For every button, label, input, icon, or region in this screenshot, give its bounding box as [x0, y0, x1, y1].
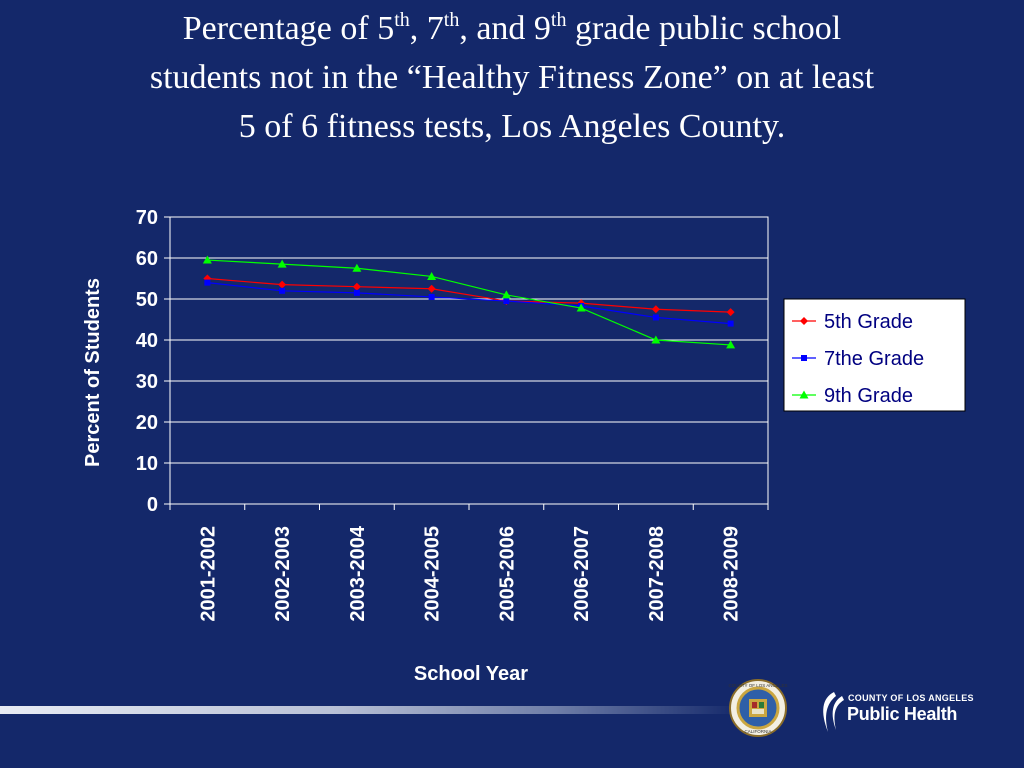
- public-health-name-text: Public Health: [847, 704, 958, 724]
- title-line-2: students not in the “Healthy Fitness Zon…: [149, 59, 875, 96]
- title-text-segment: grade public school: [566, 10, 842, 47]
- x-tick-label: 2002-2003: [272, 526, 294, 622]
- series-line: [207, 282, 731, 325]
- data-point: [652, 314, 659, 321]
- legend-item: 9th Grade: [792, 385, 913, 407]
- data-point: [726, 308, 735, 317]
- data-point: [428, 293, 435, 300]
- y-axis: 0 10 20 30 40 50 60 70: [136, 207, 170, 516]
- data-point: [726, 340, 736, 349]
- y-tick-label: 0: [147, 494, 158, 516]
- title-superscript: th: [550, 9, 567, 31]
- title-line-3: 5 of 6 fitness tests, Los Angeles County…: [238, 108, 786, 145]
- x-tick-label: 2007-2008: [646, 526, 668, 622]
- legend-label: 5th Grade: [824, 311, 913, 333]
- x-tick-label: 2006-2007: [571, 526, 593, 622]
- data-point: [277, 259, 287, 268]
- data-point: [501, 290, 511, 299]
- x-tick-label: 2005-2006: [496, 526, 518, 622]
- y-tick-label: 40: [136, 330, 158, 352]
- title-line-1: Percentage of 5th, 7th, and 9th grade pu…: [0, 4, 1024, 53]
- series-3: [202, 255, 736, 349]
- legend-marker: [801, 355, 807, 361]
- series-line: [207, 277, 731, 313]
- series-1: [203, 274, 735, 317]
- title-text-segment: Percentage of 5: [182, 10, 395, 47]
- data-point: [427, 271, 437, 280]
- x-axis: 2001-2002 2002-2003 2003-2004 2004-2005 2005…: [169, 504, 769, 622]
- y-axis-label: Percent of Students: [82, 278, 104, 467]
- data-point: [353, 289, 360, 296]
- data-point: [727, 320, 734, 327]
- data-point: [204, 279, 211, 286]
- x-axis-label: School Year: [414, 663, 528, 685]
- data-point: [427, 284, 436, 293]
- legend-box: [783, 298, 966, 412]
- public-health-emblem-icon: [823, 692, 844, 732]
- data-point: [202, 255, 212, 264]
- legend-marker: [799, 390, 809, 399]
- county-seal-logo: COUNTY OF LOS ANGELES CALIFORNIA: [729, 679, 788, 737]
- data-point: [503, 298, 510, 305]
- seal-text: CALIFORNIA: [744, 729, 771, 734]
- legend-label: 7the Grade: [824, 348, 924, 370]
- legend-label: 9th Grade: [824, 385, 913, 407]
- gridlines: [170, 257, 768, 464]
- public-health-logo: COUNTY OF LOS ANGELES Public Health: [814, 688, 974, 736]
- title-superscript: th: [443, 9, 460, 31]
- plot-area: [169, 216, 769, 505]
- y-tick-label: 70: [136, 207, 158, 229]
- y-tick-label: 20: [136, 412, 158, 434]
- y-tick-label: 60: [136, 248, 158, 270]
- data-point: [278, 280, 287, 289]
- legend-marker: [800, 317, 808, 325]
- seal-text: COUNTY OF LOS ANGELES: [729, 683, 788, 688]
- data-point: [352, 263, 362, 272]
- y-tick-label: 10: [136, 453, 158, 475]
- x-tick-label: 2003-2004: [347, 525, 369, 622]
- title-text-segment: , and 9: [459, 10, 551, 47]
- x-tick-label: 2001-2002: [197, 526, 219, 622]
- title-superscript: th: [394, 9, 410, 31]
- data-point: [352, 282, 361, 291]
- data-series: [202, 255, 736, 349]
- legend-item: 7the Grade: [792, 348, 924, 370]
- data-point: [576, 303, 586, 312]
- x-tick-label: 2008-2009: [721, 526, 743, 622]
- title-text-segment: , 7: [409, 10, 444, 47]
- y-tick-label: 50: [136, 289, 158, 311]
- series-line: [207, 259, 731, 346]
- footer-divider: [0, 706, 740, 714]
- legend: 5th Grade 7the Grade 9th Grade: [783, 298, 966, 412]
- data-point: [279, 287, 286, 294]
- x-tick-label: 2004-2005: [422, 526, 444, 622]
- public-health-county-text: COUNTY OF LOS ANGELES: [848, 693, 974, 703]
- data-point: [651, 305, 660, 314]
- data-point: [651, 335, 661, 344]
- slide-title: Percentage of 5th, 7th, and 9th grade pu…: [0, 4, 1024, 151]
- legend-item: 5th Grade: [792, 311, 913, 333]
- y-tick-label: 30: [136, 371, 158, 393]
